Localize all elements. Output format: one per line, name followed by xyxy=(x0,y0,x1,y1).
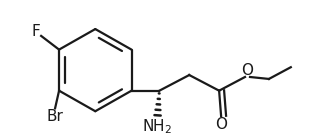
Text: O: O xyxy=(241,63,253,78)
Text: F: F xyxy=(32,23,41,39)
Text: NH$_2$: NH$_2$ xyxy=(142,117,173,136)
Text: Br: Br xyxy=(47,109,63,124)
Text: O: O xyxy=(215,117,227,132)
